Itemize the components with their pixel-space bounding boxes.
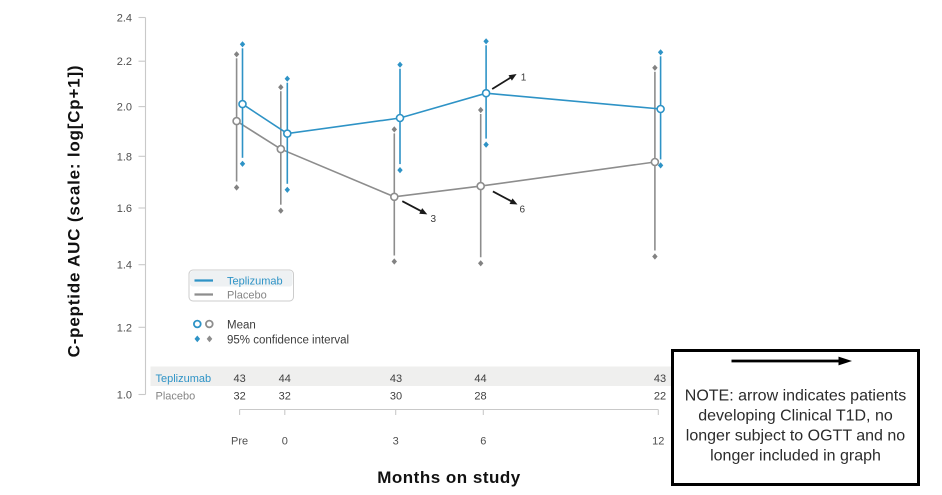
svg-text:43: 43 — [654, 373, 666, 385]
svg-text:1.4: 1.4 — [117, 260, 132, 272]
svg-text:3: 3 — [393, 436, 399, 448]
svg-text:3: 3 — [431, 214, 437, 225]
svg-text:Placebo: Placebo — [156, 391, 196, 403]
svg-text:NOTE: arrow indicates patients: NOTE: arrow indicates patients — [685, 388, 906, 405]
svg-text:1.0: 1.0 — [117, 390, 132, 402]
svg-text:2.2: 2.2 — [117, 56, 132, 68]
svg-text:longer included in graph: longer included in graph — [710, 448, 881, 465]
svg-text:Pre: Pre — [231, 436, 248, 448]
svg-text:2.4: 2.4 — [117, 13, 132, 25]
svg-text:Teplizumab: Teplizumab — [156, 373, 212, 385]
svg-text:30: 30 — [390, 391, 402, 403]
svg-text:2.0: 2.0 — [117, 102, 132, 114]
svg-text:43: 43 — [233, 373, 245, 385]
svg-text:1.6: 1.6 — [117, 203, 132, 215]
svg-text:32: 32 — [279, 391, 291, 403]
svg-text:1: 1 — [521, 73, 527, 84]
svg-text:12: 12 — [652, 436, 664, 448]
svg-text:44: 44 — [474, 373, 486, 385]
svg-text:44: 44 — [279, 373, 291, 385]
svg-text:6: 6 — [520, 205, 526, 216]
svg-text:32: 32 — [233, 391, 245, 403]
svg-text:Teplizumab: Teplizumab — [227, 276, 283, 288]
svg-text:95% confidence interval: 95% confidence interval — [227, 335, 349, 347]
svg-text:43: 43 — [390, 373, 402, 385]
svg-text:6: 6 — [480, 436, 486, 448]
svg-text:developing Clinical T1D, no: developing Clinical T1D, no — [698, 408, 893, 425]
svg-text:longer subject to OGTT and no: longer subject to OGTT and no — [686, 428, 905, 445]
svg-text:C-peptide AUC (scale: log[Cp+1: C-peptide AUC (scale: log[Cp+1]) — [65, 65, 84, 358]
svg-text:0: 0 — [282, 436, 288, 448]
svg-text:1.2: 1.2 — [117, 322, 132, 334]
svg-text:1.8: 1.8 — [117, 151, 132, 163]
svg-text:Placebo: Placebo — [227, 290, 267, 302]
svg-text:Mean: Mean — [227, 320, 256, 332]
svg-text:22: 22 — [654, 391, 666, 403]
svg-text:Months on study: Months on study — [377, 468, 521, 487]
svg-text:28: 28 — [474, 391, 486, 403]
